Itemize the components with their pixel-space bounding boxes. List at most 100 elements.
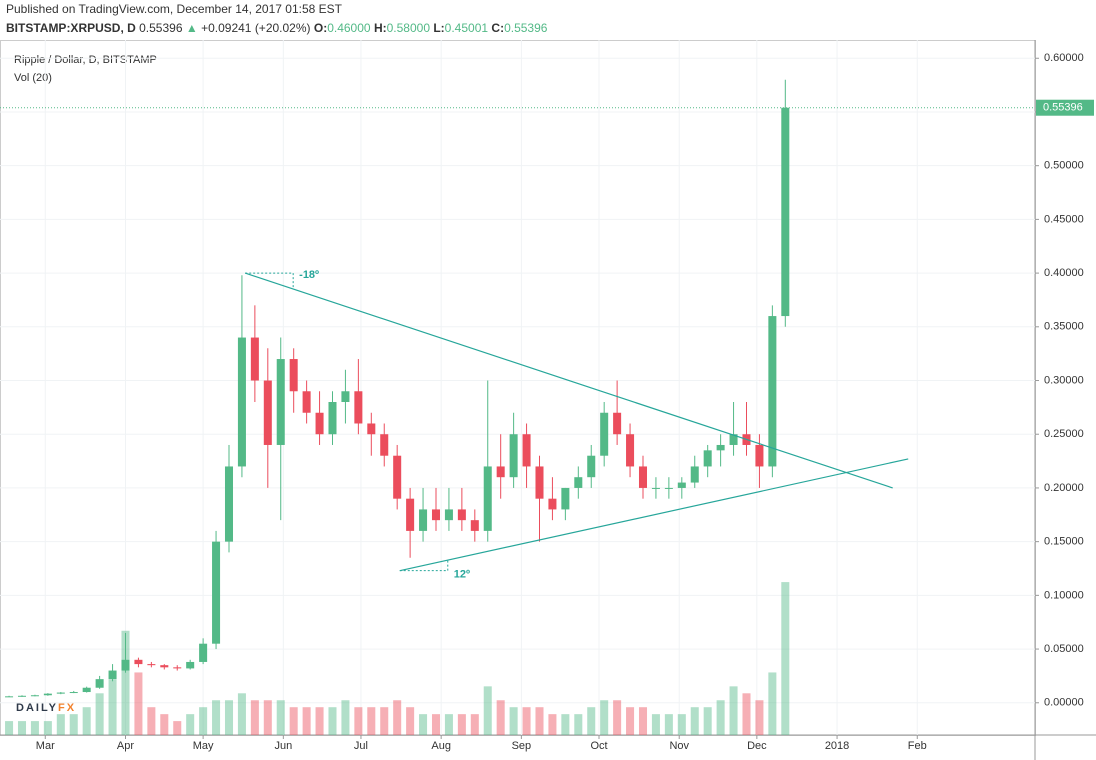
- volume-bar: [95, 693, 104, 735]
- candle-body: [781, 107, 790, 317]
- logo-right: FX: [58, 702, 76, 714]
- candle-body: [651, 487, 660, 489]
- volume-bar: [108, 679, 117, 735]
- candle-body: [147, 664, 156, 666]
- volume-bar: [522, 707, 531, 735]
- candle-body: [444, 509, 453, 521]
- candle-body: [95, 679, 104, 688]
- volume-bar: [664, 714, 673, 735]
- volume-bar: [535, 707, 544, 735]
- candle-body: [250, 337, 259, 381]
- volume-bar: [444, 714, 453, 735]
- candle-body: [755, 444, 764, 467]
- candle-body: [82, 687, 91, 693]
- candle-body: [43, 693, 52, 696]
- candle-body: [393, 455, 402, 499]
- volume-bar: [341, 700, 350, 735]
- volume-bar: [263, 700, 272, 735]
- volume-bar: [651, 714, 660, 735]
- x-tick-label: Jul: [354, 740, 368, 752]
- x-tick-label: Jun: [274, 740, 292, 752]
- candle-body: [522, 434, 531, 467]
- x-tick-label: Oct: [590, 740, 607, 752]
- volume-bar: [419, 714, 428, 735]
- volume-bar: [600, 700, 609, 735]
- candle-body: [406, 498, 415, 531]
- candle-body: [419, 509, 428, 531]
- volume-bar: [690, 707, 699, 735]
- candle-body: [224, 466, 234, 542]
- y-tick-label: 0.35000: [1044, 321, 1084, 333]
- volume-bar: [755, 700, 764, 735]
- l-value: 0.45001: [445, 21, 489, 35]
- candle-body: [186, 661, 195, 669]
- logo-left: DAILY: [16, 702, 58, 714]
- candle-body: [703, 450, 712, 467]
- x-tick-label: Aug: [431, 740, 451, 752]
- angle-guide: [245, 272, 294, 290]
- volume-bar: [677, 714, 686, 735]
- candle-body: [626, 434, 635, 467]
- candle-body: [237, 337, 246, 467]
- h-label: H:: [374, 21, 387, 35]
- candle-body: [121, 659, 130, 671]
- candle-body: [548, 498, 557, 510]
- volume-bar: [716, 700, 725, 735]
- symbol: BITSTAMP:XRPUSD, D: [6, 21, 136, 35]
- x-tick-label: May: [193, 740, 214, 752]
- volume-bar: [587, 707, 596, 735]
- volume-bar: [173, 721, 182, 735]
- y-tick-label: 0.25000: [1044, 428, 1084, 440]
- candle-body: [600, 412, 609, 456]
- volume-bar: [574, 714, 583, 735]
- candle-body: [341, 391, 350, 403]
- x-tick-label: Sep: [512, 740, 532, 752]
- plot-area: -18º 12º: [0, 40, 1035, 735]
- x-tick-label: Mar: [36, 740, 55, 752]
- volume-bar: [509, 707, 518, 735]
- trendline: [399, 458, 909, 572]
- candle-body: [199, 643, 208, 662]
- volume-bar: [768, 672, 777, 735]
- y-tick-label: 0.05000: [1044, 643, 1084, 655]
- volume-bar: [276, 700, 285, 735]
- x-tick-label: Nov: [669, 740, 689, 752]
- l-label: L:: [433, 21, 444, 35]
- candle-body: [212, 541, 221, 644]
- logo: DAILYFX: [16, 702, 76, 714]
- y-tick-label: 0.50000: [1044, 160, 1084, 172]
- candle-body: [561, 487, 570, 510]
- y-tick-label: 0.30000: [1044, 374, 1084, 386]
- candle-body: [5, 696, 14, 698]
- candle-body: [263, 380, 272, 445]
- x-tick-label: 2018: [825, 740, 849, 752]
- candle-body: [173, 667, 182, 669]
- candle-body: [470, 520, 479, 531]
- volume-bar: [742, 693, 751, 735]
- x-tick-label: Dec: [747, 740, 767, 752]
- y-tick-label: 0.10000: [1044, 589, 1084, 601]
- candle-body: [496, 466, 505, 478]
- candle-body: [457, 509, 466, 521]
- candle-body: [664, 487, 673, 489]
- volume-bar: [147, 707, 156, 735]
- candle-body: [768, 316, 777, 467]
- volume-bar: [354, 707, 363, 735]
- volume-bar: [212, 700, 221, 735]
- volume-title: Vol (20): [14, 72, 52, 84]
- volume-bar: [548, 714, 557, 735]
- candle-body: [613, 412, 622, 435]
- candle-body: [367, 423, 376, 435]
- candle-body: [289, 359, 298, 392]
- candle-body: [638, 466, 648, 488]
- volume-bar: [703, 707, 712, 735]
- trendline-label: 12º: [454, 569, 470, 581]
- candle-body: [729, 434, 738, 445]
- volume-bar: [367, 707, 376, 735]
- candle-body: [108, 670, 117, 680]
- c-value: 0.55396: [504, 21, 548, 35]
- candle-body: [380, 434, 389, 456]
- trendline: [244, 272, 893, 489]
- change: +0.09241 (+20.02%): [201, 21, 310, 35]
